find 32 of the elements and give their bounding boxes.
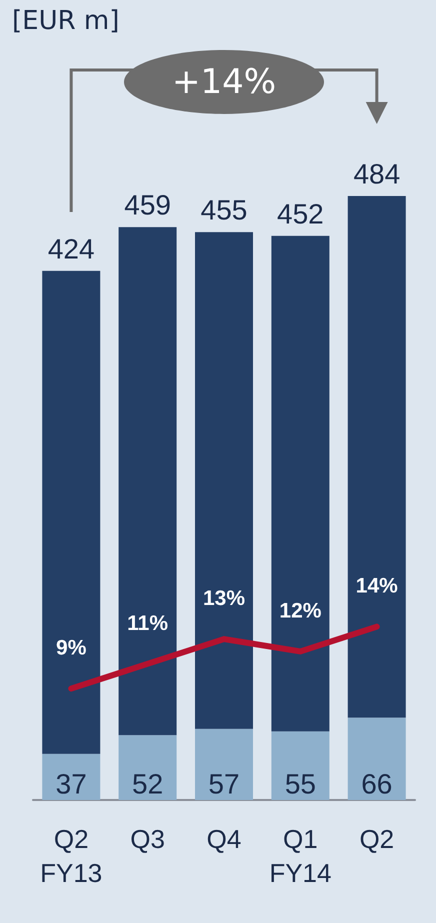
bar [195,728,253,800]
data-label: 14% [356,574,398,598]
x-tick-label: Q4 [206,824,242,854]
text: +14% [172,62,276,102]
bar [42,754,100,800]
data-label: 12% [279,599,322,622]
bar [118,735,177,800]
total-label: 424 [48,233,95,264]
data-label: 13% [202,587,246,610]
total-label: 455 [200,194,248,226]
text: [EUR m] [12,6,120,36]
x-tick-label: Q2 [359,824,394,854]
bar [271,236,330,732]
total-label: 452 [277,198,324,230]
data-label: 37 [56,768,87,800]
bar [118,227,177,736]
bar [271,731,330,800]
total-label: 484 [353,158,400,190]
data-label: 66 [361,768,392,800]
data-label: 57 [208,768,240,800]
x-tick-label: Q3 [130,824,165,854]
total-label: 459 [124,190,171,221]
data-label: 55 [284,768,316,800]
data-label: 11% [127,612,168,635]
data-label: 52 [132,768,164,800]
bar [348,196,406,718]
bar [42,270,100,754]
bar [348,718,406,800]
x-tick-label: Q1 FY14 [269,824,332,888]
bar [195,232,253,729]
x-tick-label: Q2 FY13 [40,824,102,888]
data-label: 9% [56,636,87,660]
